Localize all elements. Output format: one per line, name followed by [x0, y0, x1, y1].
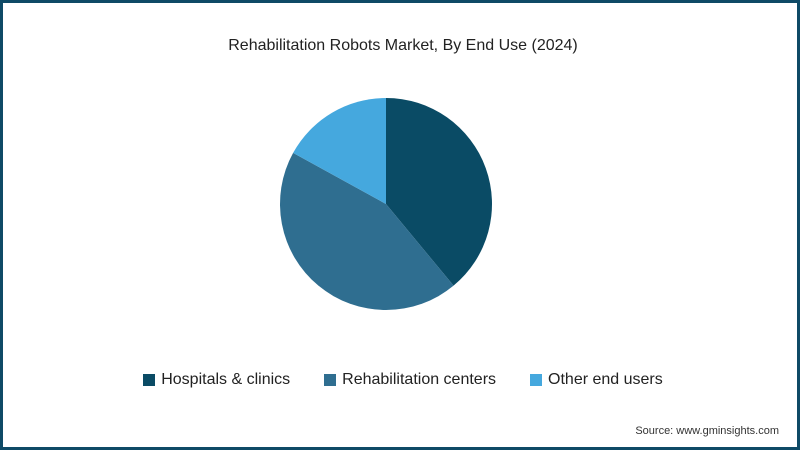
pie-chart — [280, 98, 492, 310]
legend-label: Rehabilitation centers — [342, 371, 497, 388]
legend-swatch — [530, 374, 543, 386]
legend-label: Hospitals & clinics — [161, 371, 291, 388]
legend-label: Other end users — [548, 371, 663, 388]
legend-item-other: Other end users — [530, 371, 663, 389]
legend-swatch — [143, 374, 156, 386]
legend: Hospitals & clinics Rehabilitation cente… — [3, 371, 800, 389]
legend-item-hospitals: Hospitals & clinics — [143, 371, 290, 389]
chart-title: Rehabilitation Robots Market, By End Use… — [228, 37, 578, 54]
pie-slice-1 — [280, 152, 454, 310]
legend-swatch — [324, 374, 337, 386]
pie-slice-2 — [293, 98, 386, 204]
legend-item-rehab-centers: Rehabilitation centers — [324, 371, 496, 389]
source-note: Source: www.gminsights.com — [635, 425, 779, 437]
pie-slice-0 — [386, 98, 492, 286]
